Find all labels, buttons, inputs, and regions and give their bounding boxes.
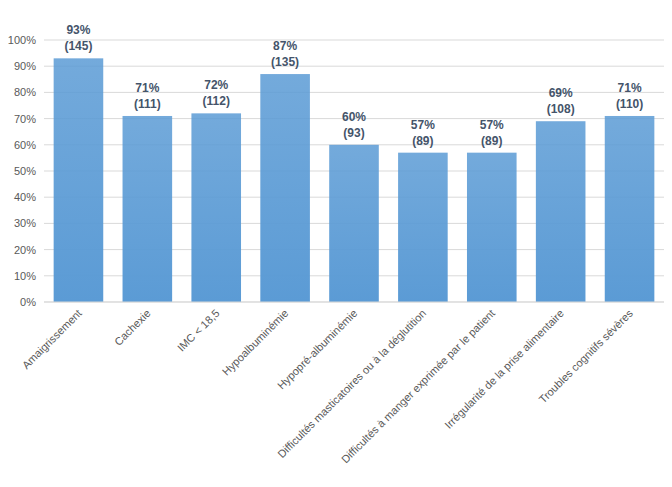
y-tick-label: 0% [20, 296, 36, 308]
y-tick-label: 80% [14, 86, 36, 98]
count-label: (110) [616, 97, 643, 111]
count-label: (108) [547, 102, 575, 116]
x-tick-label: Cachexie [112, 307, 153, 348]
count-label: (135) [271, 55, 299, 69]
count-label: (89) [481, 134, 502, 148]
data-label: 69% [549, 86, 573, 100]
y-tick-label: 30% [14, 217, 36, 229]
chart: 0% 10% 20% 30% 40% 50% 60% 70% 80% 90% 100% 93% (145… [0, 0, 672, 487]
count-label: (112) [203, 94, 230, 108]
x-axis [44, 302, 664, 303]
x-tick-label: Irrégularité de la prise alimentaire [442, 307, 566, 431]
bar [123, 116, 173, 302]
count-label: (145) [64, 39, 92, 53]
y-tick-label: 90% [14, 60, 36, 72]
y-tick-label: 60% [14, 139, 36, 151]
bar [260, 74, 310, 302]
grid-line [44, 302, 664, 303]
data-label: 60% [342, 110, 366, 124]
x-tick-label: Difficultés à manger exprimée par le pat… [339, 307, 497, 465]
y-tick-label: 40% [14, 191, 36, 203]
x-tick-label: Difficultés masticatoires ou à la déglut… [275, 307, 428, 460]
data-label: 72% [204, 78, 228, 92]
y-tick-label: 20% [14, 244, 36, 256]
bar [398, 153, 448, 302]
bar [54, 58, 104, 302]
x-tick-label: Troubles cognitifs sévères [536, 307, 635, 406]
bar [467, 153, 517, 302]
bar [329, 145, 379, 302]
bars [54, 58, 655, 302]
data-label: 71% [618, 81, 642, 95]
count-label: (111) [134, 97, 161, 111]
data-label: 93% [66, 23, 90, 37]
data-label: 71% [135, 81, 159, 95]
bar [536, 121, 586, 302]
data-label: 57% [480, 118, 504, 132]
grid-line [44, 40, 664, 41]
y-tick-label: 100% [8, 34, 36, 46]
bar [191, 113, 241, 302]
grid-line [44, 66, 664, 67]
y-tick-label: 10% [14, 270, 36, 282]
x-tick-label: Amaigrissement [20, 307, 84, 371]
bar [605, 116, 655, 302]
count-label: (93) [343, 126, 364, 140]
count-label: (89) [412, 134, 433, 148]
data-label: 57% [411, 118, 435, 132]
y-tick-label: 50% [14, 165, 36, 177]
data-label: 87% [273, 39, 297, 53]
x-tick-label: IMC < 18,5 [175, 307, 222, 354]
y-tick-label: 70% [14, 113, 36, 125]
x-tick-label: Hypoalbuminémie [220, 307, 291, 378]
